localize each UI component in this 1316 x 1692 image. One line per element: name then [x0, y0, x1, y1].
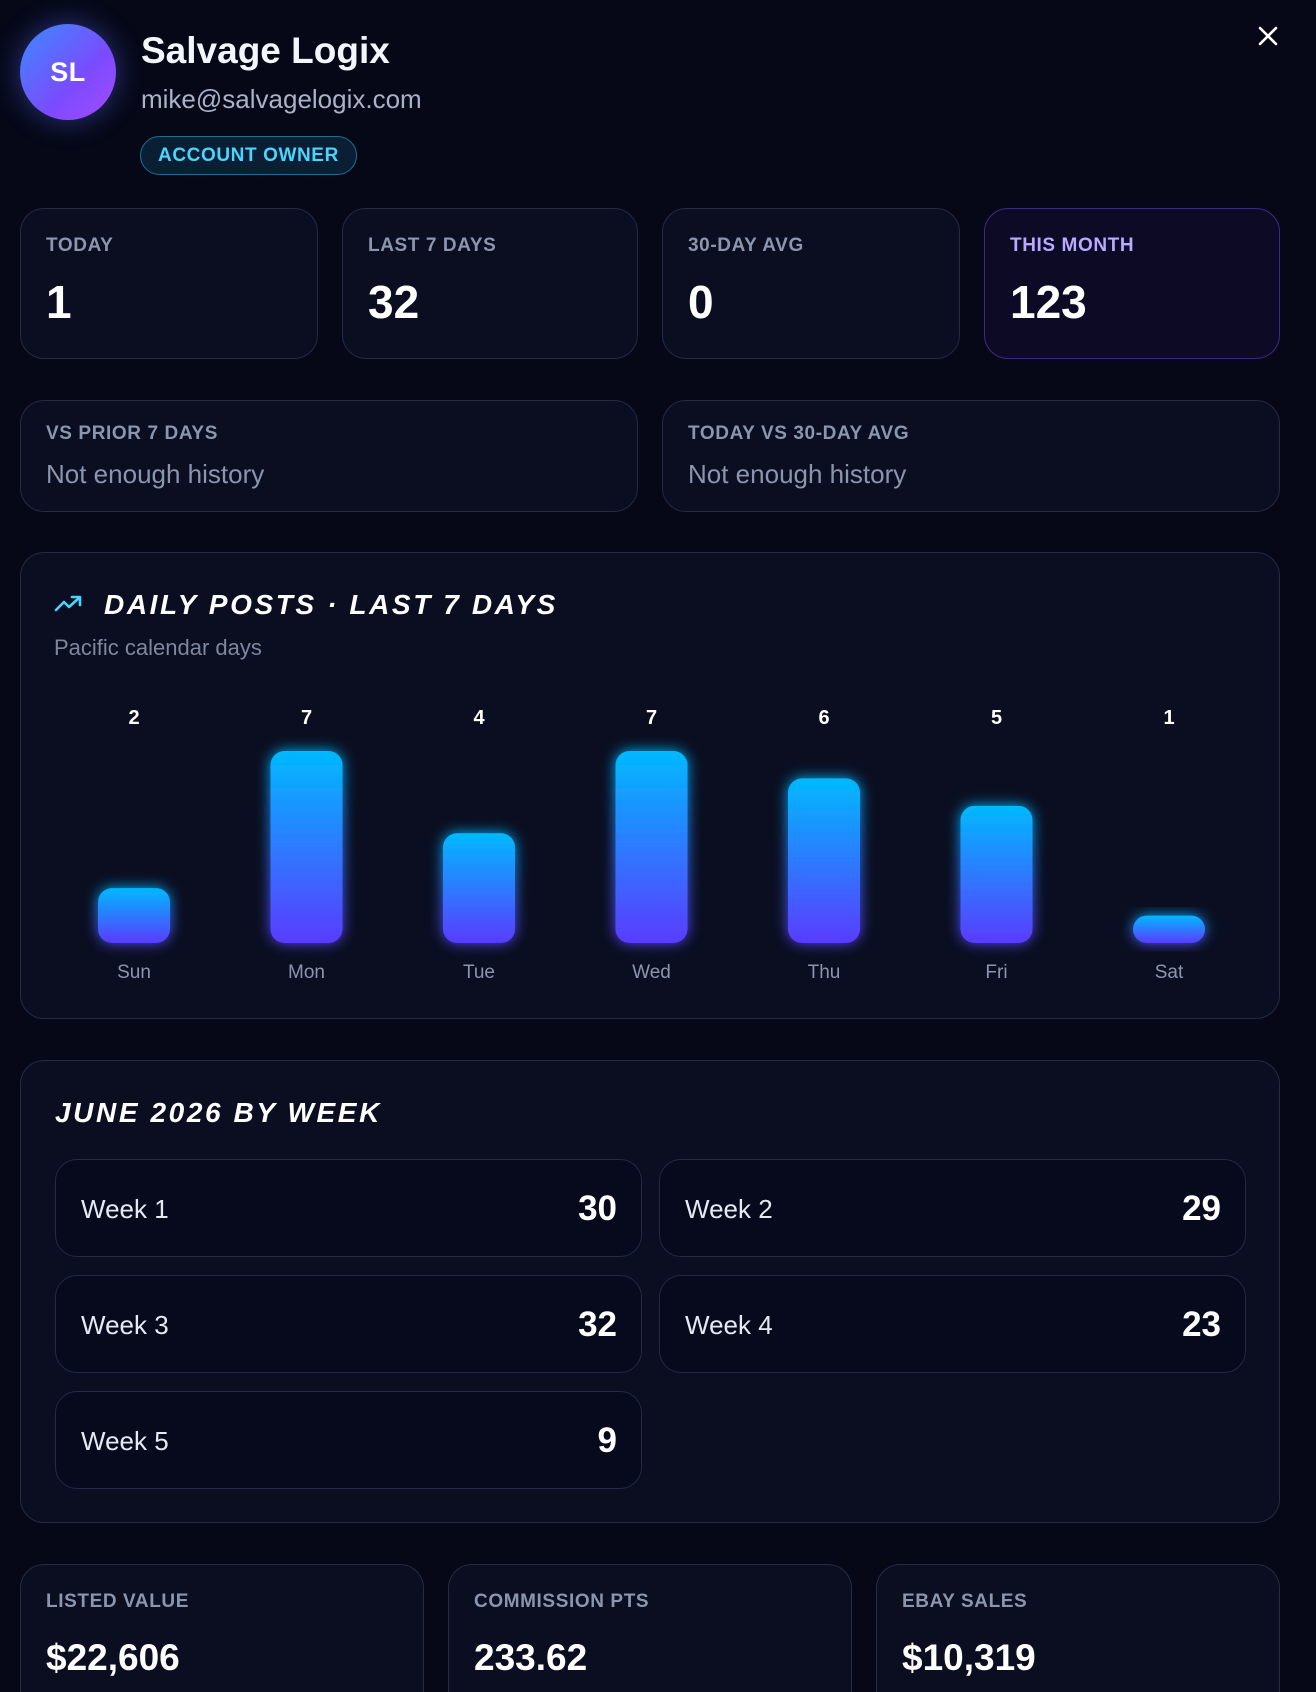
week-label: Week 5: [81, 1426, 169, 1456]
account-name: Salvage Logix: [141, 30, 390, 71]
summary-value: $10,319: [902, 1637, 1036, 1678]
week-label: Week 2: [685, 1194, 773, 1224]
comparison-label: VS PRIOR 7 DAYS: [46, 423, 218, 444]
bar-value-label: 6: [818, 707, 829, 729]
bar-tue: [443, 833, 515, 943]
stat-value: 32: [368, 276, 420, 328]
close-icon: [1258, 26, 1278, 46]
chart-subtitle: Pacific calendar days: [54, 635, 262, 660]
stat-value: 0: [688, 276, 714, 328]
stat-card-this-month: THIS MONTH 123: [984, 208, 1280, 359]
week-value: 32: [578, 1305, 617, 1344]
week-item-5: Week 5 9: [55, 1391, 642, 1489]
stat-card-today: TODAY 1: [20, 208, 318, 359]
bar-value-label: 2: [128, 707, 139, 729]
week-label: Week 4: [685, 1310, 773, 1340]
comparison-label: TODAY VS 30-DAY AVG: [688, 423, 910, 444]
bar-value-label: 4: [473, 707, 485, 729]
stat-label: 30-DAY AVG: [688, 235, 804, 256]
chart-title: DAILY POSTS · LAST 7 DAYS: [104, 589, 558, 620]
weekly-title: JUNE 2026 BY WEEK: [55, 1097, 382, 1128]
bar-category-label: Sun: [117, 962, 151, 983]
weekly-breakdown-card: JUNE 2026 BY WEEK Week 1 30 Week 2 29 We…: [20, 1060, 1280, 1523]
stat-label: LAST 7 DAYS: [368, 235, 497, 256]
bar-thu: [788, 778, 860, 943]
bar-value-label: 7: [646, 707, 657, 729]
week-label: Week 3: [81, 1310, 169, 1340]
week-value: 29: [1182, 1189, 1221, 1228]
trending-up-icon: [54, 595, 82, 612]
stat-label: TODAY: [46, 235, 114, 256]
summary-label: LISTED VALUE: [46, 1591, 190, 1612]
comparison-card-today-vs-avg: TODAY VS 30-DAY AVG Not enough history: [662, 400, 1280, 512]
avatar-initials: SL: [50, 56, 86, 87]
summary-value: 233.62: [474, 1637, 588, 1678]
bar-category-label: Tue: [463, 962, 495, 983]
daily-posts-chart-card: DAILY POSTS · LAST 7 DAYS Pacific calend…: [20, 552, 1280, 1019]
stat-card-last-7-days: LAST 7 DAYS 32: [342, 208, 638, 359]
bar-mon: [270, 751, 343, 943]
bar-category-label: Thu: [808, 962, 841, 983]
stat-card-30-day-avg: 30-DAY AVG 0: [662, 208, 960, 359]
summary-card-ebay-sales: EBAY SALES $10,319: [876, 1564, 1280, 1692]
bar-category-label: Sat: [1155, 962, 1184, 983]
comparison-card-prior-7-days: VS PRIOR 7 DAYS Not enough history: [20, 400, 638, 512]
bar-category-label: Mon: [288, 962, 325, 983]
comparison-text: Not enough history: [46, 459, 265, 489]
bar-fri: [960, 805, 1033, 943]
summary-label: COMMISSION PTS: [474, 1591, 650, 1612]
bar-sat: [1133, 915, 1205, 943]
week-item-1: Week 1 30: [55, 1159, 642, 1257]
week-value: 9: [597, 1421, 617, 1460]
week-value: 30: [578, 1189, 617, 1228]
week-value: 23: [1182, 1305, 1221, 1344]
bar-category-label: Wed: [632, 962, 671, 983]
week-item-3: Week 3 32: [55, 1275, 642, 1373]
week-label: Week 1: [81, 1194, 169, 1224]
avatar: SL: [20, 24, 116, 120]
summary-label: EBAY SALES: [902, 1591, 1028, 1612]
daily-posts-bar-chart: 2 Sun 7 Mon 4 Tue 7 Wed 6 Thu 5 Fri 1 Sat: [98, 707, 1205, 983]
bar-value-label: 5: [991, 707, 1002, 729]
bar-sun: [98, 888, 170, 943]
summary-card-commission-pts: COMMISSION PTS 233.62: [448, 1564, 852, 1692]
account-email: mike@salvagelogix.com: [141, 84, 422, 114]
role-badge: ACCOUNT OWNER: [140, 136, 357, 175]
stat-value: 123: [1010, 276, 1087, 328]
week-item-4: Week 4 23: [659, 1275, 1246, 1373]
bar-value-label: 1: [1163, 707, 1174, 729]
bar-value-label: 7: [301, 707, 312, 729]
week-item-2: Week 2 29: [659, 1159, 1246, 1257]
comparison-text: Not enough history: [688, 459, 907, 489]
summary-card-listed-value: LISTED VALUE $22,606: [20, 1564, 424, 1692]
close-button[interactable]: [1252, 20, 1284, 52]
stat-label: THIS MONTH: [1010, 235, 1135, 256]
summary-value: $22,606: [46, 1637, 180, 1678]
bar-category-label: Fri: [985, 962, 1007, 983]
bar-wed: [615, 751, 688, 943]
stat-value: 1: [46, 276, 72, 328]
